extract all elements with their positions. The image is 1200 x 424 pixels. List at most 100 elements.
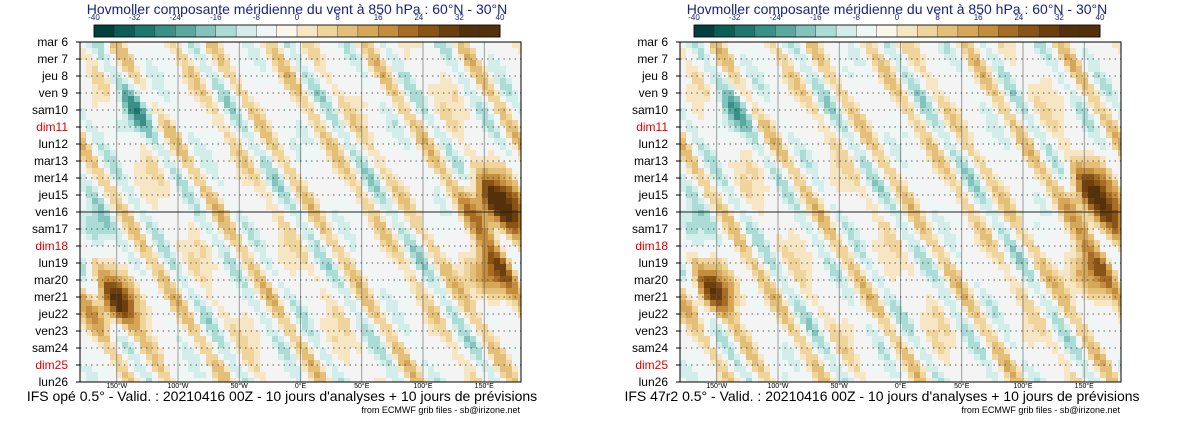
- heatmap-cell: [782, 78, 788, 84]
- heatmap-cell: [494, 60, 500, 66]
- heatmap-cell: [1034, 168, 1040, 174]
- heatmap-cell: [434, 90, 440, 96]
- heatmap-cell: [470, 312, 476, 318]
- heatmap-cell: [254, 348, 260, 354]
- heatmap-cell: [890, 54, 896, 60]
- heatmap-cell: [800, 210, 806, 216]
- heatmap-cell: [86, 282, 92, 288]
- heatmap-cell: [914, 186, 920, 192]
- heatmap-cell: [212, 48, 218, 54]
- heatmap-cell: [350, 282, 356, 288]
- heatmap-cell: [758, 72, 764, 78]
- heatmap-cell: [938, 234, 944, 240]
- heatmap-cell: [986, 84, 992, 90]
- heatmap-cell: [188, 78, 194, 84]
- heatmap-cell: [350, 168, 356, 174]
- heatmap-cell: [1058, 120, 1064, 126]
- heatmap-cell: [854, 84, 860, 90]
- heatmap-cell: [290, 300, 296, 306]
- heatmap-cell: [242, 96, 248, 102]
- heatmap-cell: [866, 72, 872, 78]
- heatmap-cell: [122, 216, 128, 222]
- heatmap-cell: [272, 204, 278, 210]
- heatmap-cell: [488, 120, 494, 126]
- heatmap-cell: [1022, 108, 1028, 114]
- heatmap-cell: [356, 180, 362, 186]
- heatmap-cell: [284, 60, 290, 66]
- heatmap-cell: [422, 108, 428, 114]
- heatmap-cell: [152, 360, 158, 366]
- heatmap-cell: [116, 222, 122, 228]
- heatmap-cell: [98, 150, 104, 156]
- heatmap-cell: [704, 84, 710, 90]
- heatmap-cell: [938, 42, 944, 48]
- heatmap-cell: [158, 228, 164, 234]
- heatmap-cell: [92, 144, 98, 150]
- heatmap-cell: [122, 126, 128, 132]
- heatmap-cell: [848, 222, 854, 228]
- heatmap-cell: [482, 78, 488, 84]
- heatmap-cell: [260, 234, 266, 240]
- heatmap-cell: [998, 234, 1004, 240]
- heatmap-cell: [512, 132, 518, 138]
- heatmap-cell: [98, 312, 104, 318]
- heatmap-cell: [698, 48, 704, 54]
- heatmap-cell: [980, 174, 986, 180]
- heatmap-cell: [818, 216, 824, 222]
- heatmap-cell: [1016, 96, 1022, 102]
- heatmap-cell: [1016, 90, 1022, 96]
- heatmap-cell: [140, 378, 146, 382]
- heatmap-cell: [944, 114, 950, 120]
- heatmap-cell: [500, 102, 506, 108]
- heatmap-cell: [830, 180, 836, 186]
- heatmap-cell: [890, 48, 896, 54]
- heatmap-cell: [482, 240, 488, 246]
- heatmap-cell: [686, 156, 692, 162]
- colorbar-swatch: [114, 24, 136, 38]
- heatmap-cell: [344, 228, 350, 234]
- heatmap-cell: [122, 228, 128, 234]
- heatmap-cell: [986, 174, 992, 180]
- heatmap-cell: [872, 48, 878, 54]
- heatmap-cell: [938, 162, 944, 168]
- heatmap-cell: [104, 162, 110, 168]
- heatmap-cell: [788, 234, 794, 240]
- heatmap-cell: [752, 132, 758, 138]
- heatmap-cell: [188, 282, 194, 288]
- heatmap-cell: [764, 240, 770, 246]
- heatmap-cell: [800, 54, 806, 60]
- heatmap-cell: [404, 258, 410, 264]
- heatmap-cell: [218, 378, 224, 382]
- heatmap-cell: [1022, 120, 1028, 126]
- heatmap-cell: [416, 240, 422, 246]
- heatmap-cell: [302, 96, 308, 102]
- heatmap-cell: [1046, 162, 1052, 168]
- heatmap-cell: [848, 78, 854, 84]
- heatmap-cell: [188, 252, 194, 258]
- heatmap-cell: [140, 270, 146, 276]
- heatmap-cell: [308, 240, 314, 246]
- heatmap-cell: [458, 186, 464, 192]
- heatmap-cell: [500, 84, 506, 90]
- heatmap-cell: [986, 72, 992, 78]
- heatmap-cell: [782, 174, 788, 180]
- heatmap-cell: [512, 252, 518, 258]
- heatmap-cell: [284, 240, 290, 246]
- heatmap-cell: [242, 318, 248, 324]
- heatmap-cell: [410, 96, 416, 102]
- heatmap-cell: [866, 144, 872, 150]
- heatmap-cell: [254, 54, 260, 60]
- heatmap-cell: [1034, 210, 1040, 216]
- heatmap-cell: [950, 234, 956, 240]
- heatmap-cell: [308, 366, 314, 372]
- heatmap-cell: [350, 342, 356, 348]
- heatmap-cell: [872, 216, 878, 222]
- heatmap-cell: [752, 204, 758, 210]
- heatmap-cell: [368, 342, 374, 348]
- heatmap-cell: [80, 372, 86, 378]
- heatmap-cell: [956, 180, 962, 186]
- heatmap-cell: [482, 90, 488, 96]
- heatmap-cell: [440, 264, 446, 270]
- heatmap-cell: [80, 312, 86, 318]
- heatmap-cell: [932, 162, 938, 168]
